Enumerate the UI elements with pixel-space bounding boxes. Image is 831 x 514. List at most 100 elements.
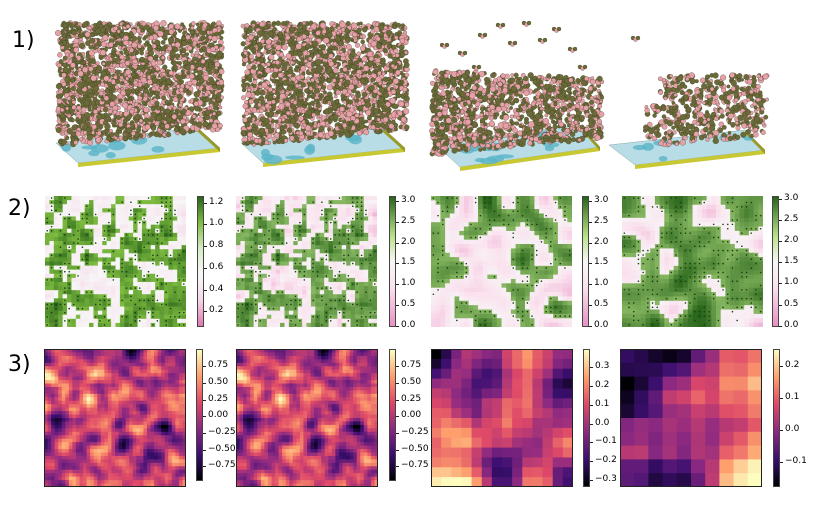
molecule-atom bbox=[185, 52, 190, 57]
molecule-atom bbox=[276, 41, 281, 46]
molecule-atom bbox=[275, 60, 280, 65]
molecule-atom bbox=[251, 114, 255, 118]
molecule-atom bbox=[251, 32, 256, 36]
molecule-atom bbox=[242, 141, 247, 146]
molecule-atom bbox=[150, 122, 155, 127]
molecule-atom bbox=[100, 49, 107, 56]
molecule-atom bbox=[241, 62, 247, 67]
molecule-atom bbox=[84, 31, 91, 38]
molecule-atom bbox=[382, 116, 389, 123]
molecule-atom bbox=[274, 119, 279, 124]
molecule-atom bbox=[358, 123, 365, 130]
molecule-atom bbox=[289, 96, 293, 100]
exposed-site-patch bbox=[151, 146, 165, 153]
molecule-atom bbox=[330, 82, 336, 87]
molecule-atom bbox=[119, 111, 123, 116]
molecule-atom bbox=[181, 40, 188, 47]
molecule-atom bbox=[514, 121, 520, 126]
molecule-atom bbox=[247, 74, 253, 80]
molecule-atom bbox=[300, 82, 306, 88]
molecule-atom bbox=[248, 98, 254, 105]
molecular-render-1 bbox=[55, 19, 225, 167]
molecule-atom bbox=[349, 129, 355, 135]
molecule-atom bbox=[144, 124, 151, 130]
molecule-atom bbox=[315, 103, 321, 109]
molecule-atom bbox=[356, 27, 362, 33]
molecule-atom bbox=[323, 37, 330, 44]
molecule-atom bbox=[315, 30, 321, 36]
molecule-atom bbox=[335, 36, 341, 42]
molecule-atom bbox=[106, 71, 111, 76]
molecule-atom bbox=[93, 46, 97, 51]
molecule-atom bbox=[218, 105, 223, 110]
molecule-atom bbox=[195, 33, 200, 37]
molecule-atom bbox=[392, 78, 399, 85]
molecule-atom bbox=[199, 36, 204, 42]
molecule-atom bbox=[180, 118, 186, 125]
molecule-atom bbox=[154, 39, 161, 46]
molecule-atom bbox=[375, 58, 381, 64]
molecule-atom bbox=[473, 107, 478, 112]
molecule-atom bbox=[304, 30, 309, 36]
molecule-atom bbox=[378, 96, 384, 103]
molecule-atom bbox=[197, 54, 202, 59]
molecule-atom bbox=[107, 22, 113, 27]
molecule-atom bbox=[390, 63, 395, 69]
molecule-atom bbox=[325, 96, 330, 101]
molecule-atom bbox=[122, 102, 129, 109]
molecule-atom bbox=[173, 47, 179, 53]
molecule-atom bbox=[61, 81, 67, 87]
molecule-atom bbox=[73, 57, 78, 62]
molecule-atom bbox=[375, 68, 379, 73]
molecule-atom bbox=[244, 111, 249, 116]
molecule-atom bbox=[257, 47, 262, 52]
molecule-atom bbox=[111, 120, 117, 126]
molecule-atom bbox=[377, 71, 382, 76]
molecule-atom bbox=[131, 41, 138, 49]
molecule-atom bbox=[107, 81, 112, 87]
molecule-atom bbox=[352, 31, 358, 38]
molecule-atom bbox=[311, 93, 316, 98]
molecule-atom bbox=[383, 25, 388, 30]
molecule-atom bbox=[376, 43, 382, 50]
molecule-atom bbox=[360, 39, 365, 45]
molecule-atom bbox=[295, 74, 302, 81]
molecule-atom bbox=[353, 60, 358, 65]
molecule-atom bbox=[211, 122, 218, 129]
molecule-atom bbox=[364, 101, 371, 109]
molecule-atom bbox=[370, 77, 376, 83]
molecule-atom bbox=[198, 29, 204, 35]
molecule-atom bbox=[276, 109, 282, 114]
molecule-atom bbox=[247, 87, 252, 92]
molecule-atom bbox=[378, 110, 384, 115]
molecule-atom bbox=[118, 98, 123, 103]
molecule-atom bbox=[282, 124, 288, 129]
molecule-atom bbox=[387, 41, 392, 46]
molecule-atom bbox=[271, 79, 277, 84]
molecule-atom bbox=[208, 63, 213, 69]
molecule-atom bbox=[305, 109, 312, 116]
molecule-atom bbox=[192, 40, 198, 46]
molecule-atom bbox=[137, 71, 141, 75]
molecule-atom bbox=[303, 100, 308, 106]
molecule-atom bbox=[379, 122, 385, 128]
molecule-atom bbox=[370, 29, 375, 35]
molecule-atom bbox=[70, 117, 75, 123]
molecule-atom bbox=[213, 73, 218, 78]
molecule-atom bbox=[281, 65, 288, 72]
molecule-atom bbox=[248, 26, 253, 31]
molecule-atom bbox=[359, 45, 366, 52]
molecule-atom bbox=[215, 92, 222, 98]
molecule-atom bbox=[134, 113, 141, 120]
molecule-atom bbox=[129, 77, 135, 83]
molecule-atom bbox=[351, 64, 357, 70]
molecule-atom bbox=[305, 43, 311, 49]
molecule-atom bbox=[62, 55, 68, 61]
molecule-atom bbox=[332, 67, 339, 74]
molecule-atom bbox=[317, 131, 324, 138]
molecule-atom bbox=[356, 130, 363, 136]
molecule-atom bbox=[332, 41, 338, 46]
molecule-atom bbox=[271, 89, 276, 94]
molecule-atom bbox=[88, 93, 94, 99]
molecule-atom bbox=[208, 118, 214, 123]
